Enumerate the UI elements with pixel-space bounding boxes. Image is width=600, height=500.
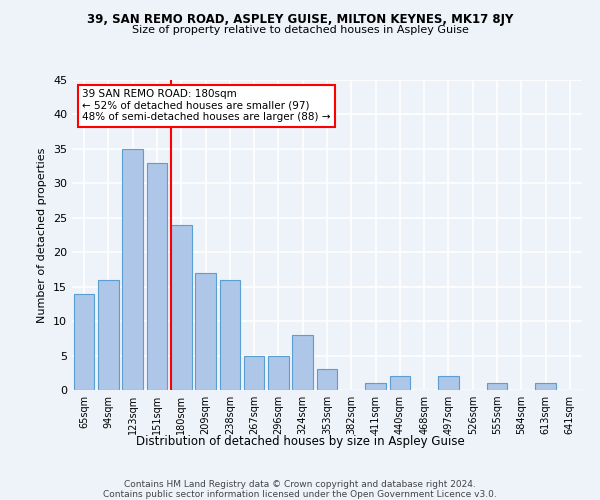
Bar [365, 383, 386, 390]
Text: 39 SAN REMO ROAD: 180sqm
← 52% of detached houses are smaller (97)
48% of semi-d: 39 SAN REMO ROAD: 180sqm ← 52% of detach… [82, 90, 331, 122]
Bar [317, 370, 337, 390]
Bar [122, 149, 143, 390]
Text: Distribution of detached houses by size in Aspley Guise: Distribution of detached houses by size … [136, 435, 464, 448]
Bar [146, 162, 167, 390]
Bar [195, 273, 216, 390]
Bar [535, 383, 556, 390]
Bar [171, 224, 191, 390]
Bar [487, 383, 508, 390]
Text: Size of property relative to detached houses in Aspley Guise: Size of property relative to detached ho… [131, 25, 469, 35]
Bar [268, 356, 289, 390]
Bar [74, 294, 94, 390]
Bar [220, 280, 240, 390]
Bar [438, 376, 459, 390]
Text: 39, SAN REMO ROAD, ASPLEY GUISE, MILTON KEYNES, MK17 8JY: 39, SAN REMO ROAD, ASPLEY GUISE, MILTON … [87, 12, 513, 26]
Text: Contains HM Land Registry data © Crown copyright and database right 2024.
Contai: Contains HM Land Registry data © Crown c… [103, 480, 497, 500]
Bar [292, 335, 313, 390]
Bar [389, 376, 410, 390]
Bar [98, 280, 119, 390]
Y-axis label: Number of detached properties: Number of detached properties [37, 148, 47, 322]
Bar [244, 356, 265, 390]
